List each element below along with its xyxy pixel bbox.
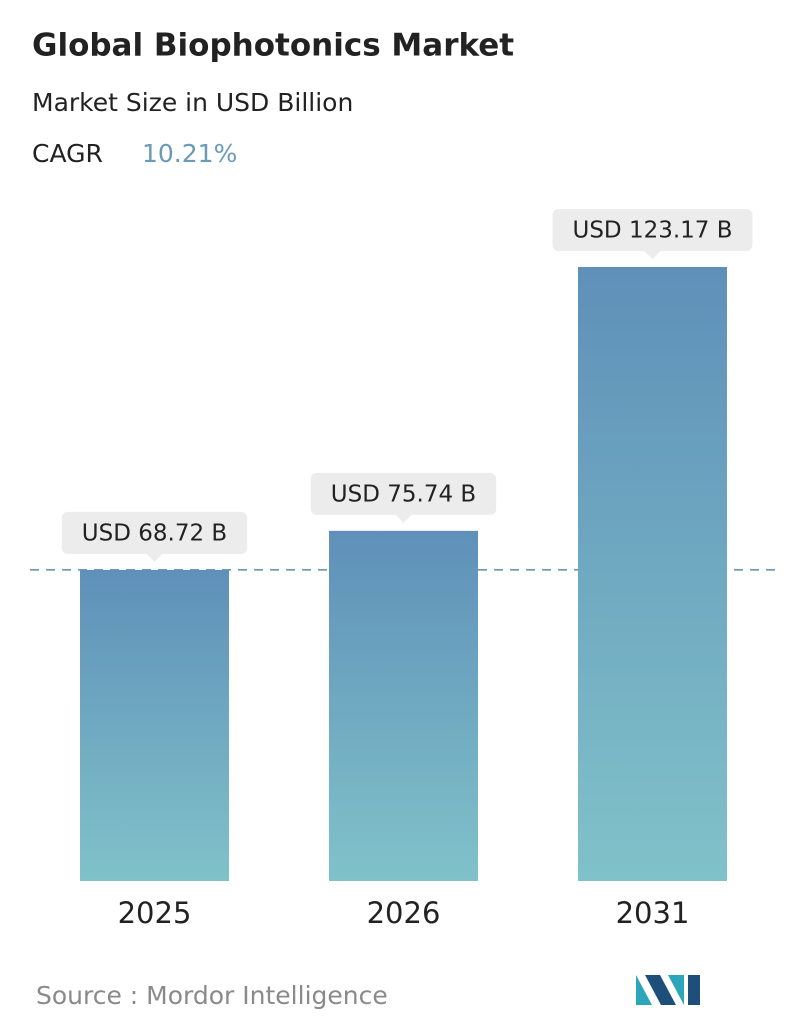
plot: 2025 USD 68.72 B 2026 USD 75.74 B 2031 USD 12… [30, 208, 777, 930]
cagr-value: 10.21% [142, 139, 237, 168]
chart-subtitle: Market Size in USD Billion [32, 88, 353, 117]
chart-title: Global Biophotonics Market [32, 28, 514, 64]
x-tick-label: 2031 [616, 896, 690, 930]
bar [329, 530, 478, 881]
bar [80, 569, 229, 881]
value-label-pointer [644, 250, 661, 259]
data-label: USD 68.72 B [82, 520, 227, 546]
value-label-pointer [146, 553, 163, 562]
data-label: USD 75.74 B [331, 481, 476, 507]
value-label-pointer [395, 514, 412, 523]
source: Source : Mordor Intelligence [36, 981, 388, 1010]
value-label-box [552, 208, 753, 251]
cagr-label: CAGR [32, 139, 103, 168]
value-label: USD 68.72 B [61, 511, 248, 562]
value-label: USD 123.17 B [552, 208, 753, 259]
x-tick-label: 2025 [118, 896, 192, 930]
x-tick-label: 2026 [367, 896, 441, 930]
bar [578, 266, 727, 882]
value-label-box [310, 472, 497, 515]
data-label: USD 123.17 B [572, 217, 732, 243]
logo [636, 975, 700, 1005]
value-label: USD 75.74 B [310, 472, 497, 523]
value-label-box [61, 511, 248, 554]
